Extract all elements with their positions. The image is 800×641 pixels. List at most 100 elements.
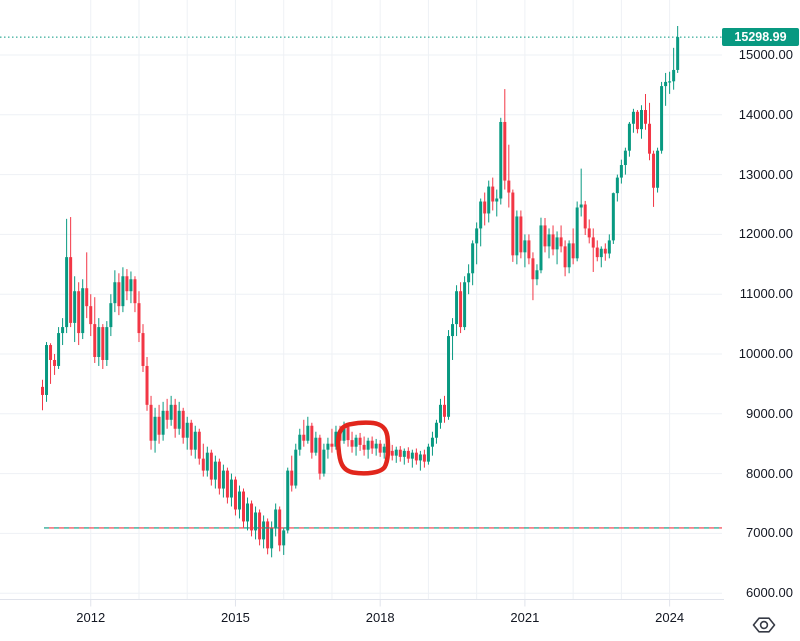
candle: [69, 217, 73, 328]
candle: [644, 93, 647, 130]
candle: [310, 422, 314, 459]
candle: [73, 276, 77, 343]
candle: [133, 276, 137, 313]
candle: [583, 200, 587, 235]
candle: [57, 327, 61, 369]
year-tick-label: 2012: [76, 610, 106, 625]
candle: [173, 398, 177, 438]
candle: [595, 240, 599, 262]
candle: [246, 497, 250, 531]
eye-icon[interactable]: [750, 613, 778, 637]
candle: [209, 449, 213, 486]
candle: [298, 428, 302, 456]
candle: [302, 419, 306, 447]
candle: [394, 446, 398, 463]
candle: [97, 318, 101, 366]
candle: [169, 395, 173, 426]
candle: [579, 168, 583, 217]
candle: [575, 201, 579, 262]
candle: [531, 252, 535, 301]
candle: [443, 395, 446, 423]
candle: [306, 416, 310, 444]
candle: [503, 89, 507, 190]
candle: [382, 443, 386, 459]
candle: [426, 443, 430, 465]
candle: [161, 401, 165, 441]
candle: [507, 144, 511, 208]
candle: [451, 318, 455, 360]
candle: [282, 527, 286, 555]
price-tick-label: 12000.00: [738, 226, 793, 242]
candle: [539, 217, 543, 274]
candle: [527, 234, 531, 265]
candle: [390, 444, 394, 461]
candle: [611, 192, 615, 244]
candle: [262, 515, 266, 549]
candle: [438, 398, 442, 429]
year-tick-label: 2018: [365, 610, 395, 625]
candle: [571, 228, 575, 265]
candles: [41, 25, 680, 558]
candle: [378, 440, 382, 457]
candle: [591, 228, 595, 272]
candle: [225, 467, 229, 504]
candle: [41, 379, 44, 411]
candle: [250, 500, 254, 537]
candle: [125, 269, 129, 301]
candle: [326, 437, 330, 459]
candle: [117, 273, 121, 316]
price-scale[interactable]: 15000.00 14000.00 13000.00 12000.00 11000.00…: [722, 0, 800, 600]
candle: [101, 324, 105, 369]
candle: [105, 321, 109, 366]
year-tick-label: 2015: [220, 610, 250, 625]
candle: [519, 210, 523, 259]
candle: [129, 271, 133, 304]
price-tick-label: 15000.00: [738, 47, 793, 62]
candle: [221, 464, 225, 498]
candle: [491, 177, 495, 211]
candle: [181, 407, 185, 444]
candle: [664, 72, 668, 106]
year-tick-label: 2021: [510, 610, 540, 625]
price-tick-label: 7000.00: [746, 525, 793, 541]
candle: [631, 108, 635, 133]
candle: [430, 431, 434, 456]
candle: [652, 150, 656, 207]
candle: [185, 416, 189, 450]
candle: [467, 264, 471, 295]
hand-drawn-circle-annotation[interactable]: [335, 420, 391, 476]
candle: [459, 282, 463, 334]
time-scale[interactable]: 2012 2015 2018 2021 2024: [0, 600, 800, 641]
candle: [627, 121, 631, 157]
candle: [334, 425, 338, 450]
price-tick-label: 13000.00: [738, 166, 793, 182]
candle: [515, 210, 519, 265]
candle: [418, 450, 422, 471]
price-tick-label: 6000.00: [746, 585, 793, 601]
candle: [81, 279, 85, 340]
candle: [153, 407, 157, 453]
candle: [330, 428, 334, 453]
candle: [354, 434, 358, 456]
candle: [607, 234, 611, 259]
candle: [278, 506, 282, 552]
candle: [668, 71, 672, 94]
candle: [406, 447, 410, 463]
candle: [85, 252, 89, 319]
candle: [410, 449, 414, 468]
candle: [635, 110, 639, 134]
candle: [615, 174, 619, 202]
candle: [217, 458, 221, 495]
candle: [314, 431, 318, 456]
candle: [213, 455, 217, 489]
candle: [603, 243, 607, 261]
candle: [374, 438, 378, 456]
candle: [362, 436, 366, 456]
candle: [49, 343, 53, 384]
candle: [205, 446, 209, 477]
candle: [65, 218, 69, 334]
candle: [551, 225, 555, 256]
candle: [414, 448, 418, 465]
